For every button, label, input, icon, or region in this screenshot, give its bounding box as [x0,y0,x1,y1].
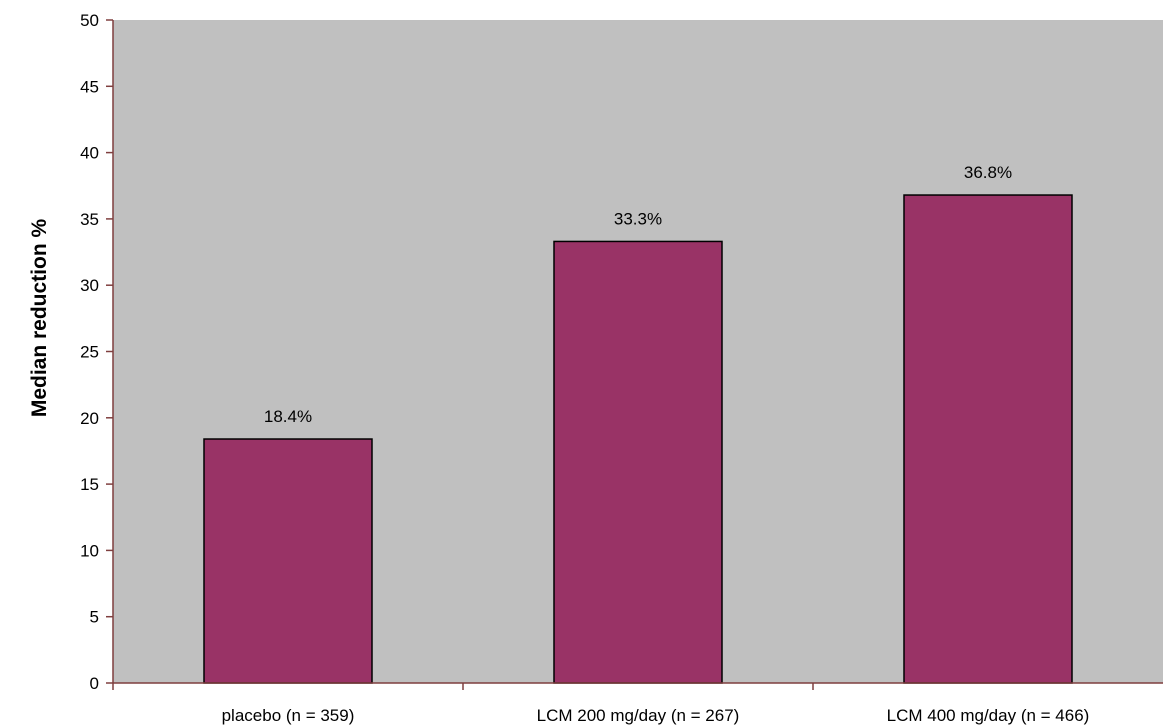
y-tick-label: 20 [80,409,99,428]
y-tick-label: 35 [80,210,99,229]
y-tick-label: 0 [90,674,99,693]
bar [903,194,1073,684]
bar [203,438,373,684]
y-tick-label: 15 [80,475,99,494]
category-label: LCM 400 mg/day (n = 466) [887,706,1090,725]
y-tick-label: 50 [80,11,99,30]
category-labels: placebo (n = 359) LCM 200 mg/day (n = 267… [222,706,1090,725]
y-axis-ticks: 0 5 10 15 20 25 30 35 40 45 50 [80,11,113,693]
data-labels: 18.4% 33.3% 36.8% [264,163,1012,426]
category-label: LCM 200 mg/day (n = 267) [537,706,740,725]
x-axis-ticks [112,683,814,690]
bars [203,194,1073,684]
y-tick-label: 45 [80,77,99,96]
data-label: 18.4% [264,407,312,426]
category-label: placebo (n = 359) [222,706,355,725]
data-label: 36.8% [964,163,1012,182]
data-label: 33.3% [614,209,662,228]
y-tick-label: 25 [80,343,99,362]
y-tick-label: 40 [80,144,99,163]
bar [553,240,723,684]
y-axis-title: Median reduction % [28,219,51,418]
y-tick-label: 5 [90,608,99,627]
y-tick-label: 30 [80,276,99,295]
y-tick-label: 10 [80,541,99,560]
